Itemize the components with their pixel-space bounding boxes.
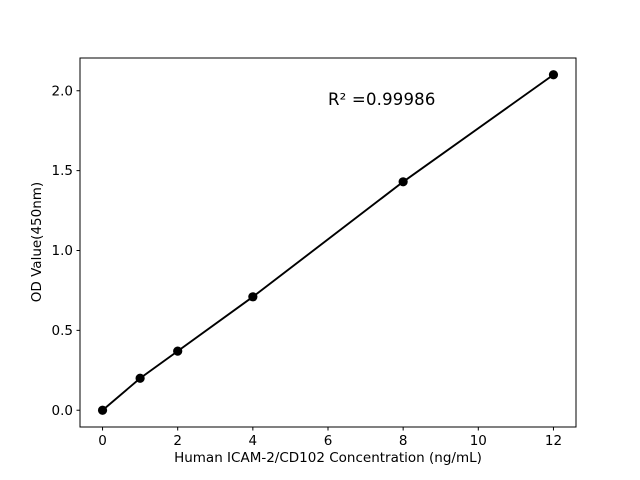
y-axis-label: OD Value(450nm) bbox=[29, 181, 45, 303]
x-tick-label: 4 bbox=[249, 433, 258, 449]
x-tick-label: 10 bbox=[470, 433, 487, 449]
y-tick-label: 0.0 bbox=[52, 403, 73, 419]
trend-line bbox=[101, 73, 555, 411]
data-point bbox=[398, 177, 408, 187]
x-tick-label: 6 bbox=[324, 433, 333, 449]
x-axis-label: Human ICAM-2/CD102 Concentration (ng/mL) bbox=[174, 450, 482, 466]
y-tick-label: 0.5 bbox=[52, 323, 73, 339]
y-tick-label: 1.0 bbox=[52, 243, 73, 259]
x-tick-label: 12 bbox=[545, 433, 562, 449]
data-point bbox=[173, 346, 183, 356]
data-point bbox=[135, 373, 145, 383]
data-point bbox=[97, 405, 108, 415]
x-tick-label: 8 bbox=[399, 433, 408, 449]
y-tick-label: 2.0 bbox=[52, 83, 73, 99]
x-tick-label: 2 bbox=[173, 433, 182, 449]
y-tick-label: 1.5 bbox=[52, 163, 73, 179]
x-tick-label: 0 bbox=[98, 433, 107, 449]
r-squared-annotation: R² =0.99986 bbox=[328, 90, 436, 109]
data-point bbox=[248, 292, 258, 302]
data-point bbox=[548, 70, 559, 80]
plot-frame bbox=[79, 57, 577, 428]
